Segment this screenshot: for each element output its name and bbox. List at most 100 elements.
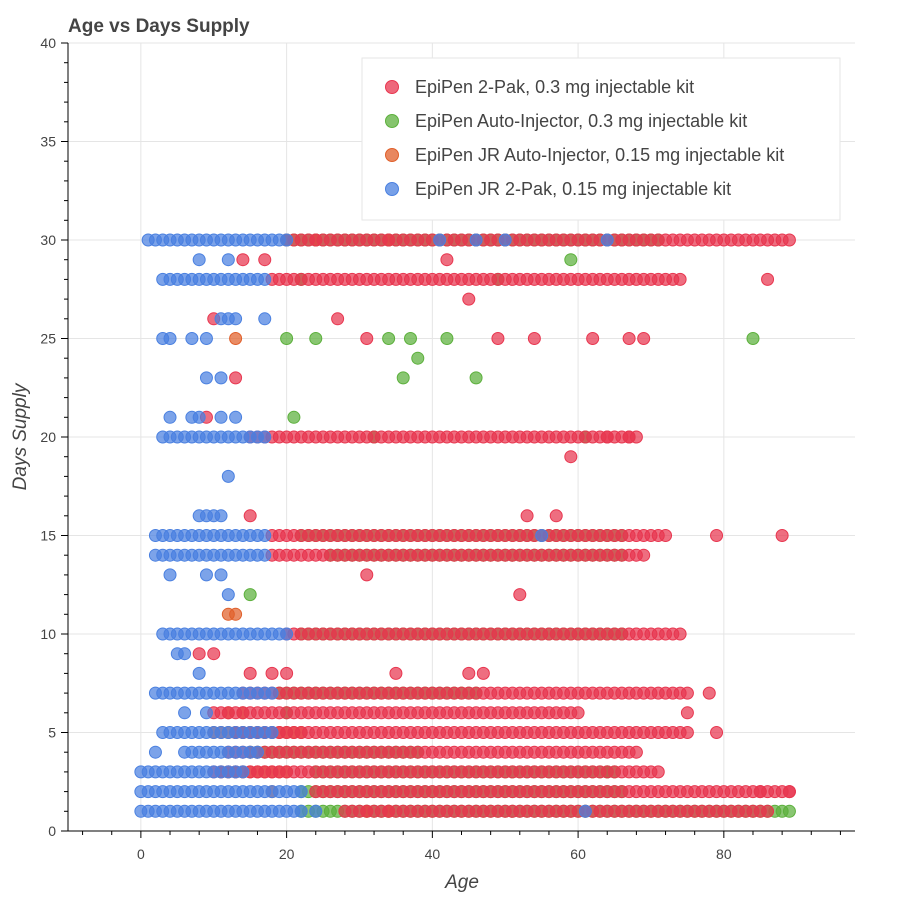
data-point: [360, 332, 374, 345]
data-point: [294, 804, 308, 818]
data-point: [331, 312, 345, 326]
data-point: [440, 253, 454, 267]
y-tick-label: 40: [40, 35, 56, 51]
data-point: [258, 548, 272, 562]
data-point: [280, 627, 294, 641]
data-point: [229, 332, 243, 345]
data-point: [433, 233, 447, 247]
data-point: [637, 332, 651, 345]
data-point: [360, 568, 374, 582]
legend-marker: [385, 148, 399, 162]
data-point: [746, 332, 760, 345]
legend: EpiPen 2-Pak, 0.3 mg injectable kit EpiP…: [361, 57, 841, 221]
data-point: [629, 745, 643, 759]
data-point: [651, 765, 665, 779]
data-point: [236, 253, 250, 267]
data-point: [178, 647, 192, 661]
data-point: [243, 509, 257, 523]
legend-marker: [385, 182, 399, 196]
data-point: [571, 706, 585, 720]
data-point: [491, 332, 505, 345]
data-point: [462, 666, 476, 680]
axes: 0 5 10 15 20 25 30 35 40 0 20 40 60 80: [40, 35, 855, 862]
legend-item: EpiPen JR Auto-Injector, 0.15 mg injecta…: [385, 145, 784, 165]
series-group: [192, 174, 796, 818]
data-point: [673, 627, 687, 641]
data-point: [578, 804, 592, 818]
data-point: [527, 332, 541, 345]
data-point: [214, 568, 228, 582]
data-point: [229, 410, 243, 424]
data-point: [178, 706, 192, 720]
data-point: [163, 332, 177, 345]
legend-item: EpiPen Auto-Injector, 0.3 mg injectable …: [385, 111, 747, 131]
legend-box: [361, 57, 841, 221]
data-point: [214, 410, 228, 424]
data-point: [476, 666, 490, 680]
data-point: [236, 765, 250, 779]
legend-marker: [385, 114, 399, 128]
chart-title: Age vs Days Supply: [68, 16, 250, 37]
data-point: [280, 666, 294, 680]
x-tick-label: 0: [137, 846, 145, 862]
data-point: [192, 410, 206, 424]
data-point: [250, 745, 264, 759]
plot-area: [134, 174, 796, 818]
data-point: [265, 726, 279, 739]
data-point: [192, 666, 206, 680]
y-tick-label: 10: [40, 626, 56, 642]
data-point: [411, 351, 425, 365]
data-point: [782, 785, 796, 799]
data-point: [389, 666, 403, 680]
data-point: [782, 804, 796, 818]
data-point: [600, 233, 614, 247]
data-point: [214, 371, 228, 385]
data-point: [258, 312, 272, 326]
y-tick-label: 30: [40, 232, 56, 248]
y-tick-label: 15: [40, 528, 56, 544]
data-point: [469, 371, 483, 385]
y-tick-label: 25: [40, 331, 56, 347]
data-point: [659, 529, 673, 542]
data-point: [163, 410, 177, 424]
data-point: [221, 253, 235, 267]
y-tick-label: 20: [40, 429, 56, 445]
data-point: [199, 706, 213, 720]
y-axis-label: Days Supply: [10, 382, 31, 490]
legend-label: EpiPen JR 2-Pak, 0.15 mg injectable kit: [415, 179, 731, 199]
data-point: [775, 529, 789, 542]
x-tick-label: 20: [279, 846, 295, 862]
data-point: [498, 233, 512, 247]
data-point: [622, 430, 636, 444]
data-point: [600, 430, 614, 444]
y-tick-label: 0: [48, 823, 56, 839]
data-point: [710, 726, 724, 739]
data-point: [258, 430, 272, 444]
data-point: [265, 666, 279, 680]
data-point: [229, 607, 243, 621]
data-point: [622, 332, 636, 345]
data-point: [309, 332, 323, 345]
data-point: [280, 233, 294, 247]
data-point: [221, 588, 235, 602]
x-tick-label: 60: [570, 846, 586, 862]
data-point: [549, 509, 563, 523]
data-point: [761, 272, 775, 286]
data-point: [440, 332, 454, 345]
data-point: [396, 371, 410, 385]
data-point: [564, 450, 578, 464]
data-point: [265, 686, 279, 700]
data-point: [309, 804, 323, 818]
data-point: [199, 568, 213, 582]
data-point: [243, 666, 257, 680]
data-point: [520, 509, 534, 523]
data-point: [469, 233, 483, 247]
data-point: [462, 292, 476, 306]
data-point: [680, 686, 694, 700]
data-point: [287, 410, 301, 424]
data-point: [294, 785, 308, 799]
data-point: [199, 332, 213, 345]
data-point: [192, 253, 206, 267]
